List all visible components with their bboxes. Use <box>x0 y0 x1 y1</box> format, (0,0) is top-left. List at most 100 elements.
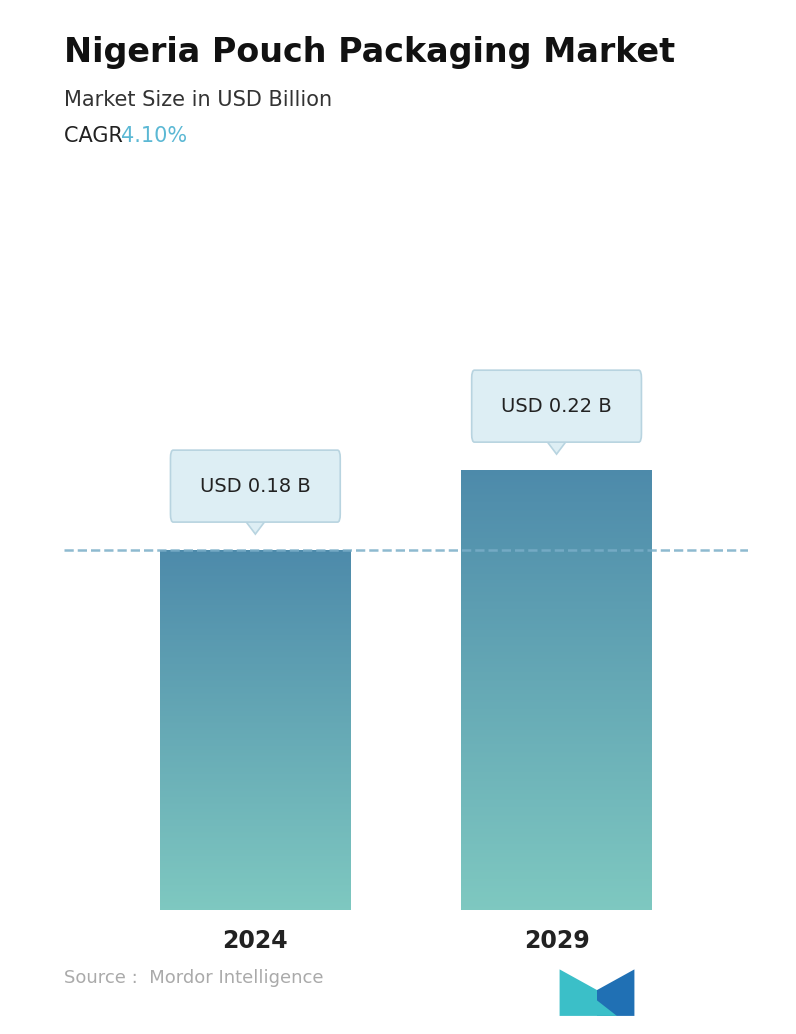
Bar <box>159 819 351 820</box>
Bar <box>461 762 653 763</box>
Bar <box>461 527 653 528</box>
Bar <box>159 699 351 700</box>
Bar <box>159 773 351 774</box>
Bar <box>461 766 653 767</box>
Bar <box>159 687 351 688</box>
Bar <box>159 860 351 862</box>
Bar <box>461 657 653 658</box>
Bar <box>159 723 351 724</box>
Bar <box>461 667 653 668</box>
Bar <box>159 909 351 910</box>
Bar <box>159 578 351 579</box>
Bar <box>461 664 653 665</box>
Bar <box>159 905 351 907</box>
Bar <box>159 703 351 705</box>
Bar <box>461 759 653 760</box>
Bar <box>159 752 351 753</box>
Bar <box>159 761 351 762</box>
Bar <box>461 784 653 785</box>
Bar <box>159 887 351 888</box>
Bar <box>159 811 351 812</box>
Bar <box>461 602 653 604</box>
Bar <box>159 650 351 652</box>
Bar <box>159 714 351 716</box>
Bar <box>159 607 351 608</box>
Bar <box>461 594 653 595</box>
Bar <box>159 748 351 750</box>
Bar <box>159 893 351 894</box>
Bar <box>159 709 351 710</box>
Bar <box>159 722 351 723</box>
Bar <box>159 842 351 843</box>
Bar <box>461 559 653 561</box>
Bar <box>159 727 351 728</box>
Bar <box>159 652 351 653</box>
Bar <box>461 570 653 571</box>
Bar <box>159 808 351 810</box>
Bar <box>461 760 653 762</box>
Bar <box>159 751 351 752</box>
Bar <box>461 823 653 825</box>
Bar <box>159 783 351 784</box>
Bar <box>159 690 351 691</box>
Bar <box>461 579 653 580</box>
Bar <box>159 601 351 602</box>
Bar <box>159 774 351 776</box>
Bar <box>159 781 351 782</box>
Bar <box>461 674 653 675</box>
Bar <box>461 725 653 727</box>
Bar <box>159 879 351 880</box>
Bar <box>461 517 653 518</box>
Bar <box>461 545 653 546</box>
Bar <box>159 617 351 618</box>
Bar <box>461 587 653 589</box>
Bar <box>159 888 351 889</box>
Bar <box>461 832 653 833</box>
Bar <box>159 855 351 856</box>
Bar <box>159 890 351 892</box>
Bar <box>159 686 351 687</box>
Bar <box>159 820 351 821</box>
Bar <box>461 590 653 591</box>
Bar <box>159 767 351 768</box>
Bar <box>461 561 653 562</box>
Bar <box>461 569 653 570</box>
Bar <box>461 776 653 777</box>
Bar <box>461 721 653 723</box>
Bar <box>461 618 653 619</box>
Bar <box>159 582 351 583</box>
Bar <box>461 846 653 847</box>
Bar <box>461 651 653 653</box>
Bar <box>461 622 653 625</box>
Bar <box>461 717 653 718</box>
Bar <box>159 766 351 767</box>
Bar <box>159 641 351 642</box>
Bar <box>159 837 351 838</box>
Bar <box>159 688 351 690</box>
Bar <box>461 785 653 787</box>
Bar <box>461 783 653 784</box>
Bar <box>461 548 653 549</box>
Bar <box>461 544 653 545</box>
Bar <box>159 812 351 813</box>
Bar <box>461 878 653 879</box>
Bar <box>159 742 351 743</box>
Bar <box>159 693 351 694</box>
Bar <box>159 796 351 797</box>
Bar <box>159 672 351 673</box>
Bar <box>461 660 653 661</box>
Bar <box>159 611 351 612</box>
Bar <box>461 535 653 536</box>
Bar <box>461 851 653 853</box>
Bar <box>159 770 351 772</box>
Bar <box>461 829 653 830</box>
Bar <box>159 565 351 566</box>
Bar <box>159 843 351 844</box>
Bar <box>159 758 351 759</box>
Bar <box>159 655 351 656</box>
Bar <box>461 534 653 535</box>
Bar <box>159 642 351 643</box>
Bar <box>159 566 351 567</box>
Bar <box>159 662 351 663</box>
Bar <box>159 620 351 622</box>
